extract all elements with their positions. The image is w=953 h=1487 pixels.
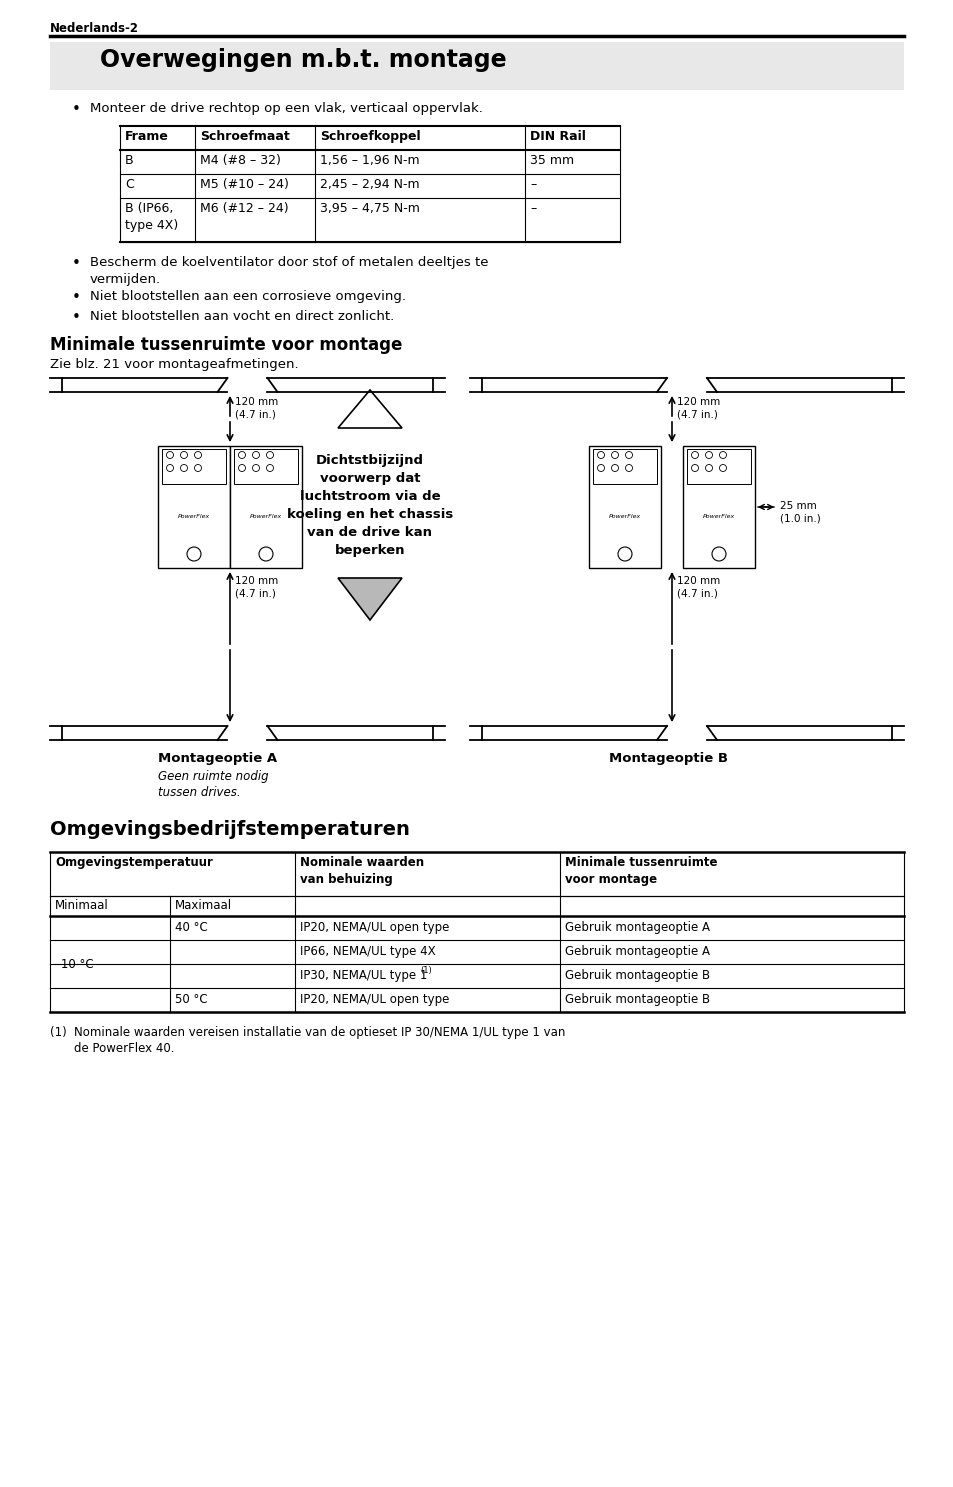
Text: Dichtstbijzijnd
voorwerp dat
luchtstroom via de
koeling en het chassis
van de dr: Dichtstbijzijnd voorwerp dat luchtstroom… <box>287 454 453 558</box>
Text: Overwegingen m.b.t. montage: Overwegingen m.b.t. montage <box>100 48 506 71</box>
Circle shape <box>194 452 201 458</box>
Text: 25 mm
(1.0 in.): 25 mm (1.0 in.) <box>780 501 820 523</box>
Text: PowerFlex: PowerFlex <box>177 515 210 519</box>
Circle shape <box>266 464 274 471</box>
Text: 120 mm
(4.7 in.): 120 mm (4.7 in.) <box>234 575 278 598</box>
Text: C: C <box>125 178 133 190</box>
Circle shape <box>167 464 173 471</box>
Text: Montageoptie A: Montageoptie A <box>158 752 276 764</box>
Text: 120 mm
(4.7 in.): 120 mm (4.7 in.) <box>234 397 278 419</box>
Circle shape <box>258 547 273 561</box>
Circle shape <box>187 547 201 561</box>
Text: Monteer de drive rechtop op een vlak, verticaal oppervlak.: Monteer de drive rechtop op een vlak, ve… <box>90 103 482 114</box>
Bar <box>50 42 903 91</box>
Bar <box>588 446 660 568</box>
Text: Gebruik montageoptie B: Gebruik montageoptie B <box>564 993 709 1007</box>
Circle shape <box>719 464 726 471</box>
Circle shape <box>618 547 631 561</box>
Text: Niet blootstellen aan een corrosieve omgeving.: Niet blootstellen aan een corrosieve omg… <box>90 290 406 303</box>
Text: •: • <box>71 256 81 271</box>
Text: (1): (1) <box>419 967 432 975</box>
Circle shape <box>266 452 274 458</box>
Text: Schroefmaat: Schroefmaat <box>200 129 290 143</box>
Text: 120 mm
(4.7 in.): 120 mm (4.7 in.) <box>677 397 720 419</box>
Text: B (IP66,
type 4X): B (IP66, type 4X) <box>125 202 178 232</box>
Bar <box>162 449 226 483</box>
Text: 50 °C: 50 °C <box>174 993 208 1007</box>
Text: •: • <box>71 290 81 305</box>
Circle shape <box>625 452 632 458</box>
Text: M4 (#8 – 32): M4 (#8 – 32) <box>200 155 280 167</box>
Circle shape <box>253 452 259 458</box>
Circle shape <box>180 452 188 458</box>
Text: 120 mm
(4.7 in.): 120 mm (4.7 in.) <box>677 575 720 598</box>
Text: 3,95 – 4,75 N-m: 3,95 – 4,75 N-m <box>319 202 419 216</box>
Circle shape <box>597 452 604 458</box>
Text: IP30, NEMA/UL type 1: IP30, NEMA/UL type 1 <box>299 970 427 981</box>
Text: 35 mm: 35 mm <box>530 155 574 167</box>
Circle shape <box>597 464 604 471</box>
Text: DIN Rail: DIN Rail <box>530 129 585 143</box>
Text: Omgevingstemperatuur: Omgevingstemperatuur <box>55 857 213 868</box>
Circle shape <box>194 464 201 471</box>
Circle shape <box>625 464 632 471</box>
Bar <box>686 449 750 483</box>
Text: Maximaal: Maximaal <box>174 900 232 912</box>
Text: IP20, NEMA/UL open type: IP20, NEMA/UL open type <box>299 920 449 934</box>
Circle shape <box>167 452 173 458</box>
Text: Montageoptie B: Montageoptie B <box>608 752 727 764</box>
Text: Minimaal: Minimaal <box>55 900 109 912</box>
Text: Gebruik montageoptie A: Gebruik montageoptie A <box>564 920 709 934</box>
Text: –: – <box>530 202 536 216</box>
Circle shape <box>180 464 188 471</box>
Text: Gebruik montageoptie B: Gebruik montageoptie B <box>564 970 709 981</box>
Text: Omgevingsbedrijfstemperaturen: Omgevingsbedrijfstemperaturen <box>50 819 410 839</box>
Text: M6 (#12 – 24): M6 (#12 – 24) <box>200 202 289 216</box>
Text: PowerFlex: PowerFlex <box>250 515 282 519</box>
Circle shape <box>705 464 712 471</box>
Bar <box>233 449 297 483</box>
Text: 1,56 – 1,96 N-m: 1,56 – 1,96 N-m <box>319 155 419 167</box>
Text: 2,45 – 2,94 N-m: 2,45 – 2,94 N-m <box>319 178 419 190</box>
Text: Schroefkoppel: Schroefkoppel <box>319 129 420 143</box>
Text: Gebruik montageoptie A: Gebruik montageoptie A <box>564 946 709 958</box>
Circle shape <box>253 464 259 471</box>
Circle shape <box>611 464 618 471</box>
Text: B: B <box>125 155 133 167</box>
Text: Frame: Frame <box>125 129 169 143</box>
Text: Zie blz. 21 voor montageafmetingen.: Zie blz. 21 voor montageafmetingen. <box>50 358 298 370</box>
Text: IP66, NEMA/UL type 4X: IP66, NEMA/UL type 4X <box>299 946 436 958</box>
Text: –10 °C: –10 °C <box>55 958 93 971</box>
Text: Niet blootstellen aan vocht en direct zonlicht.: Niet blootstellen aan vocht en direct zo… <box>90 309 394 323</box>
Bar <box>593 449 657 483</box>
Text: Nederlands-2: Nederlands-2 <box>50 22 139 36</box>
Text: PowerFlex: PowerFlex <box>608 515 640 519</box>
Circle shape <box>711 547 725 561</box>
Bar <box>158 446 230 568</box>
Text: Geen ruimte nodig
tussen drives.: Geen ruimte nodig tussen drives. <box>158 770 269 800</box>
Circle shape <box>691 452 698 458</box>
Text: (1): (1) <box>50 1026 67 1039</box>
Circle shape <box>719 452 726 458</box>
Text: 40 °C: 40 °C <box>174 920 208 934</box>
Text: Nominale waarden vereisen installatie van de optieset IP 30/NEMA 1/UL type 1 van: Nominale waarden vereisen installatie va… <box>74 1026 565 1056</box>
Bar <box>682 446 754 568</box>
Bar <box>230 446 302 568</box>
Circle shape <box>611 452 618 458</box>
Circle shape <box>238 464 245 471</box>
Text: Minimale tussenruimte voor montage: Minimale tussenruimte voor montage <box>50 336 402 354</box>
Circle shape <box>705 452 712 458</box>
Polygon shape <box>337 578 401 620</box>
Text: Bescherm de koelventilator door stof of metalen deeltjes te
vermijden.: Bescherm de koelventilator door stof of … <box>90 256 488 286</box>
Text: •: • <box>71 309 81 326</box>
Text: IP20, NEMA/UL open type: IP20, NEMA/UL open type <box>299 993 449 1007</box>
Text: Minimale tussenruimte
voor montage: Minimale tussenruimte voor montage <box>564 857 717 885</box>
Circle shape <box>691 464 698 471</box>
Text: –: – <box>530 178 536 190</box>
Text: M5 (#10 – 24): M5 (#10 – 24) <box>200 178 289 190</box>
Circle shape <box>238 452 245 458</box>
Text: PowerFlex: PowerFlex <box>702 515 735 519</box>
Text: Nominale waarden
van behuizing: Nominale waarden van behuizing <box>299 857 424 885</box>
Text: •: • <box>71 103 81 117</box>
